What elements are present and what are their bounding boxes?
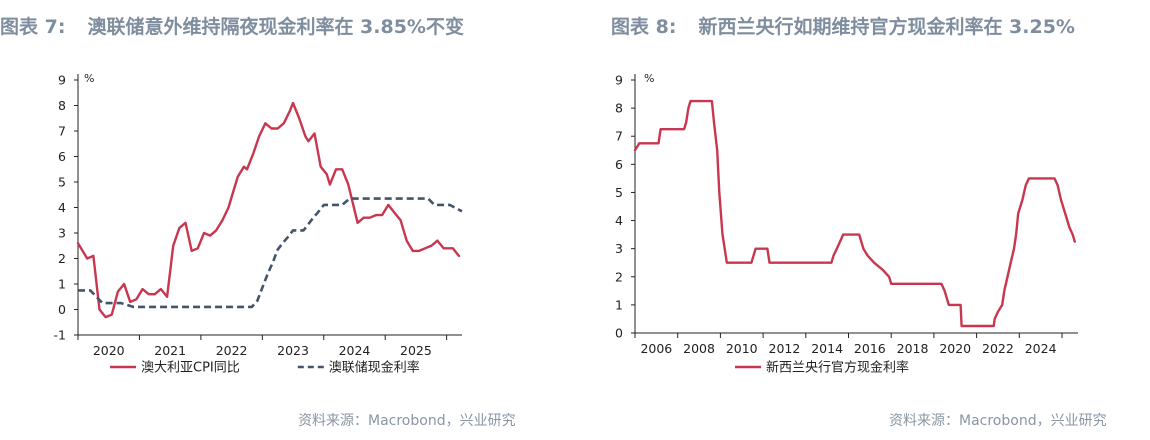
x-tick-label: 2024 — [1025, 341, 1057, 356]
y-tick-label: 7 — [58, 124, 66, 139]
y-tick-label: 8 — [58, 98, 66, 113]
source-note-8: 资料来源：Macrobond，兴业研究 — [889, 413, 1107, 429]
y-tick-label: 0 — [615, 326, 623, 341]
chart-title-text-7: 澳联储意外维持隔夜现金利率在 3.85%不变 — [87, 16, 464, 38]
y-tick-label: 5 — [58, 175, 66, 190]
chart-fig-label-8: 图表 8: — [611, 16, 677, 38]
x-tick-label: 2020 — [939, 341, 971, 356]
x-tick-label: 2021 — [154, 343, 186, 358]
y-tick-label: 7 — [615, 129, 623, 144]
y-tick-label: 5 — [615, 185, 623, 200]
x-tick-label: 2014 — [811, 341, 843, 356]
x-tick-label: 2010 — [726, 341, 758, 356]
y-tick-label: 6 — [58, 149, 66, 164]
y-tick-label: 1 — [615, 297, 623, 312]
y-tick-label: 0 — [58, 302, 66, 317]
x-tick-label: 2018 — [897, 341, 929, 356]
x-tick-label: 2020 — [93, 343, 125, 358]
chart-svg-8: 0 1 2 3 4 5 6 7 8 9 % 2006 2008 2010 2012 2014 2016 2018 2… — [615, 72, 1078, 376]
legend-label: 澳大利亚CPI同比 — [141, 360, 240, 376]
y-unit-label: % — [644, 72, 654, 85]
y-tick-label: 3 — [58, 226, 66, 241]
chart-panel-8: 图表 8: 新西兰央行如期维持官方现金利率在 3.25% 0 1 2 3 4 5 6 7 8 9% 2… — [590, 0, 1150, 440]
line-series-cpi — [76, 101, 461, 319]
x-tick-label: 2008 — [683, 341, 715, 356]
chart-title-7: 图表 7: 澳联储意外维持隔夜现金利率在 3.85%不变 — [0, 12, 464, 39]
x-tick-label: 2024 — [339, 343, 371, 358]
chart-panel-7: 图表 7: 澳联储意外维持隔夜现金利率在 3.85%不变 -1 0 1 2 3 4 5 6 7 8 9… — [0, 0, 560, 440]
x-tick-label: 2012 — [769, 341, 801, 356]
x-tick-label: 2022 — [982, 341, 1014, 356]
source-note-7: 资料来源：Macrobond，兴业研究 — [298, 413, 516, 429]
y-tick-label: 2 — [58, 251, 66, 266]
x-tick-label: 2023 — [277, 343, 309, 358]
legend-label: 澳联储现金利率 — [329, 360, 420, 376]
y-tick-label: 2 — [615, 269, 623, 284]
y-tick-label: 9 — [58, 73, 66, 88]
x-tick-label: 2016 — [854, 341, 886, 356]
y-tick-label: 8 — [615, 101, 623, 116]
line-series-cash-rate — [78, 197, 463, 309]
line-series-ocr — [633, 99, 1076, 328]
y-unit-label: % — [84, 72, 94, 85]
legend-label: 新西兰央行官方现金利率 — [766, 360, 909, 376]
x-tick-label: 2006 — [640, 341, 672, 356]
y-tick-label: -1 — [54, 328, 66, 343]
y-tick-label: 3 — [615, 241, 623, 256]
y-tick-label: 4 — [615, 213, 623, 228]
chart-title-text-8: 新西兰央行如期维持官方现金利率在 3.25% — [698, 16, 1075, 38]
x-tick-label: 2022 — [216, 343, 248, 358]
chart-title-8: 图表 8: 新西兰央行如期维持官方现金利率在 3.25% — [611, 12, 1075, 39]
y-tick-label: 6 — [615, 157, 623, 172]
y-tick-label: 9 — [615, 73, 623, 88]
chart-fig-label-7: 图表 7: — [0, 16, 66, 38]
chart-svg-7: -1 0 1 2 3 4 5 6 7 8 9 % 2020 2021 2022 2023 2024 2025 澳大利… — [54, 72, 463, 376]
y-tick-label: 4 — [58, 200, 66, 215]
y-tick-label: 1 — [58, 277, 66, 292]
x-tick-label: 2025 — [400, 343, 432, 358]
